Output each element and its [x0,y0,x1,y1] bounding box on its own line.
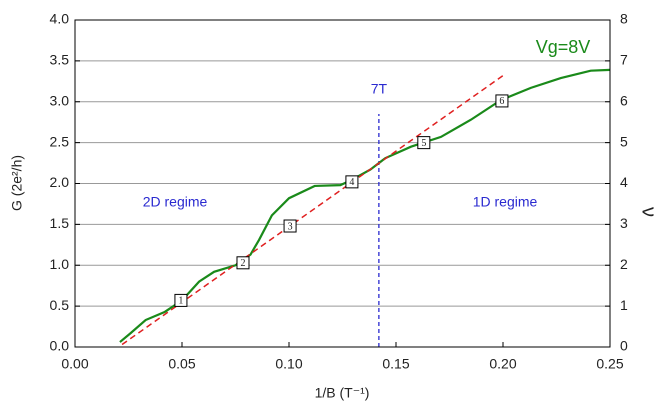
step-marker-label: 3 [288,221,293,232]
x-tick-label: 0.00 [61,356,88,372]
y2-tick-label: 5 [620,133,628,149]
y-tick-label: 0.5 [50,297,70,313]
x-tick-label: 0.20 [489,356,516,372]
step-marker-label: 4 [349,177,354,188]
step-marker-label: 6 [499,96,504,107]
y-tick-label: 3.5 [50,52,70,68]
y-tick-label: 3.0 [50,92,70,108]
y-tick-label: 2.5 [50,133,70,149]
y2-tick-label: 6 [620,92,628,108]
field-marker-label: 7T [371,81,388,97]
x-tick-label: 0.10 [275,356,302,372]
annotation: 2D regime [143,194,208,210]
plot-frame [74,19,611,348]
y-tick-label: 1.0 [50,256,70,272]
y2-tick-label: 1 [620,297,628,313]
step-marker-label: 2 [240,258,245,269]
y2-tick-label: 8 [620,11,628,27]
y2-axis-label: ν [638,207,660,217]
step-marker [495,94,509,108]
x-axis-label: 1/B (T⁻¹) [315,385,370,401]
series-line [121,74,504,346]
step-marker [236,256,250,270]
annotation: Vg=8V [536,37,591,57]
step-marker-label: 5 [421,138,426,149]
y2-tick-label: 0 [620,338,628,354]
y-tick-label: 4.0 [50,11,70,27]
y-tick-label: 0.0 [50,338,70,354]
y2-tick-label: 7 [620,52,628,68]
y-tick-label: 1.5 [50,215,70,231]
step-marker [417,136,431,150]
step-marker [283,219,297,233]
y2-tick-label: 2 [620,256,628,272]
step-marker-label: 1 [178,296,183,307]
y-tick-label: 2.0 [50,174,70,190]
annotation: 1D regime [473,194,538,210]
y2-tick-label: 3 [620,215,628,231]
x-tick-label: 0.15 [382,356,409,372]
x-tick-label: 0.05 [168,356,195,372]
step-marker [174,293,188,307]
step-marker [345,175,359,189]
y-axis-label: G (2e²/h) [9,155,25,211]
x-tick-label: 0.25 [596,356,623,372]
y2-tick-label: 4 [620,174,628,190]
